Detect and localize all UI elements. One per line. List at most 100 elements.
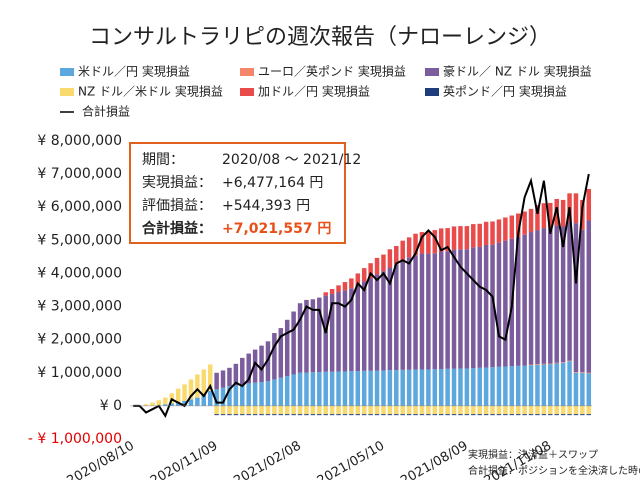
bar-segment (188, 399, 194, 406)
bar-segment (503, 366, 508, 406)
bar-segment (355, 273, 361, 286)
bar-segment (284, 414, 290, 416)
bar-segment (368, 405, 373, 415)
x-tick-label: 2021/08/09 (398, 439, 470, 480)
bar-segment (567, 405, 572, 415)
bar-segment (413, 369, 418, 406)
bar-segment (580, 414, 585, 416)
bar-segment (432, 414, 438, 416)
bar-segment (548, 414, 553, 416)
bar-segment (265, 381, 271, 406)
bar-segment (342, 290, 348, 372)
bar-segment (490, 221, 495, 245)
bar-segment (573, 193, 579, 224)
bar-segment (143, 404, 149, 406)
bar-segment (483, 244, 489, 368)
info-value: +544,393 円 (222, 198, 310, 214)
bar-segment (220, 370, 226, 388)
bar-segment (522, 414, 527, 416)
bar-segment (201, 394, 207, 406)
bar-segment (284, 405, 290, 415)
bar-segment (233, 363, 239, 386)
bar-segment (413, 233, 418, 256)
legend-swatch (60, 88, 74, 96)
bar-segment (548, 363, 553, 365)
bar-segment (438, 405, 444, 415)
bar-segment (220, 414, 226, 416)
bar-segment (323, 405, 328, 415)
bar-segment (394, 245, 399, 265)
bar-segment (342, 405, 348, 415)
bar-segment (304, 372, 309, 406)
bar-segment (259, 345, 264, 383)
bar-segment (471, 405, 476, 415)
bar-segment (496, 219, 502, 243)
bar-segment (554, 225, 559, 363)
bar-segment (413, 255, 418, 370)
bar-segment (381, 414, 386, 416)
bar-segment (297, 414, 303, 416)
bar-segment (252, 405, 258, 415)
bar-segment (573, 405, 579, 415)
legend-label: 米ドル／円 実現損益 (78, 64, 190, 79)
legend-label: 豪ドル／ NZ ドル 実現損益 (443, 64, 592, 79)
bar-segment (336, 405, 341, 415)
footnote: 合計損益：ポジションを全決済した時の損益 (468, 464, 640, 477)
info-value: 2020/08 ～ 2021/12 (222, 152, 361, 168)
legend-label: NZ ドル／米ドル 実現損益 (78, 84, 223, 99)
bar-segment (284, 319, 290, 377)
bar-segment (291, 414, 296, 416)
bar-segment (515, 365, 521, 406)
bar-segment (580, 405, 585, 415)
bar-segment (528, 365, 534, 406)
bar-segment (342, 414, 348, 416)
bar-segment (541, 364, 547, 406)
bar-segment (400, 405, 405, 415)
bar-segment (400, 369, 405, 406)
bar-segment (323, 371, 328, 406)
bar-segment (175, 401, 181, 406)
bar-segment (522, 365, 527, 406)
y-tick-label: ¥ 2,000,000 (37, 332, 122, 348)
bar-segment (175, 388, 181, 402)
bar-segment (535, 230, 540, 365)
bar-segment (317, 414, 322, 416)
bar-segment (464, 414, 470, 416)
bar-segment (381, 370, 386, 406)
bar-segment (278, 377, 284, 406)
bar-segment (445, 368, 450, 406)
bar-segment (445, 228, 450, 252)
bar-segment (291, 405, 296, 415)
bar-segment (451, 249, 457, 369)
bar-segment (310, 405, 316, 415)
bar-segment (541, 203, 547, 229)
bar-segment (413, 414, 418, 416)
bar-segment (560, 226, 566, 363)
bar-segment (355, 285, 361, 372)
bar-segment (458, 226, 463, 250)
bar-segment (509, 366, 515, 406)
bar-segment (419, 369, 425, 406)
bar-segment (323, 295, 328, 372)
bar-segment (156, 400, 162, 406)
bar-segment (323, 414, 328, 416)
bar-segment (349, 371, 354, 406)
bar-segment (522, 405, 527, 415)
bar-segment (342, 371, 348, 406)
bar-segment (349, 288, 354, 372)
bar-segment (432, 369, 438, 406)
bar-segment (207, 390, 213, 406)
bar-segment (464, 249, 470, 369)
bar-segment (233, 385, 239, 406)
bar-segment (368, 278, 373, 371)
bar-segment (259, 405, 264, 415)
bar-segment (278, 328, 284, 378)
bar-segment (554, 363, 559, 406)
info-value: +6,477,164 円 (222, 175, 323, 191)
info-value: +7,021,557 円 (222, 221, 331, 237)
bar-segment (246, 405, 251, 415)
bar-segment (374, 405, 380, 415)
bar-segment (265, 405, 271, 415)
bar-segment (471, 414, 476, 416)
bar-segment (291, 311, 296, 375)
